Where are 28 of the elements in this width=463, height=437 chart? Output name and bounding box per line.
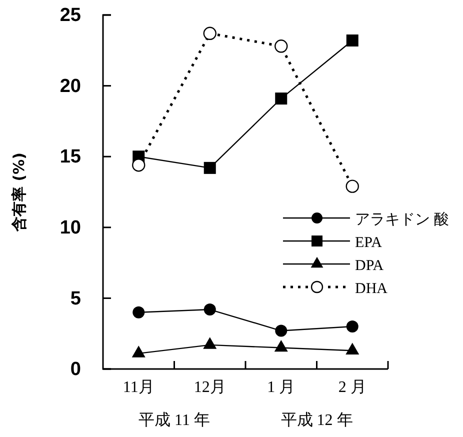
point: [203, 26, 216, 40]
point: [275, 92, 288, 105]
legend-label: アラキドン 酸: [355, 211, 449, 228]
text: 平成 11 年: [138, 411, 210, 429]
x-tick-label: 2 月: [338, 379, 366, 396]
x-tick-label: 1 月: [267, 379, 296, 396]
legend-label: DHA: [355, 281, 388, 297]
point: [204, 304, 216, 316]
y-axis-title: 含有率 (%): [10, 152, 28, 232]
y-tick-label: 25: [60, 5, 82, 26]
point: [275, 324, 288, 337]
y-tick-label: 0: [70, 359, 81, 380]
point: [132, 158, 146, 172]
point: [132, 306, 145, 318]
point: [274, 40, 288, 53]
point: [346, 34, 358, 46]
point: [204, 162, 216, 174]
legend-label: EPA: [355, 235, 382, 251]
y-tick-label: 15: [60, 146, 82, 168]
text: 平成 12 年: [280, 411, 353, 429]
point: [346, 320, 358, 333]
x-tick-label: 11月: [122, 379, 154, 396]
y-tick-label: 10: [60, 217, 81, 238]
x-tick-label: 12月: [194, 379, 226, 396]
legend-label: DPA: [355, 258, 384, 274]
y-tick-label: 20: [60, 76, 81, 97]
y-tick-label: 5: [70, 288, 82, 310]
point: [346, 180, 359, 193]
